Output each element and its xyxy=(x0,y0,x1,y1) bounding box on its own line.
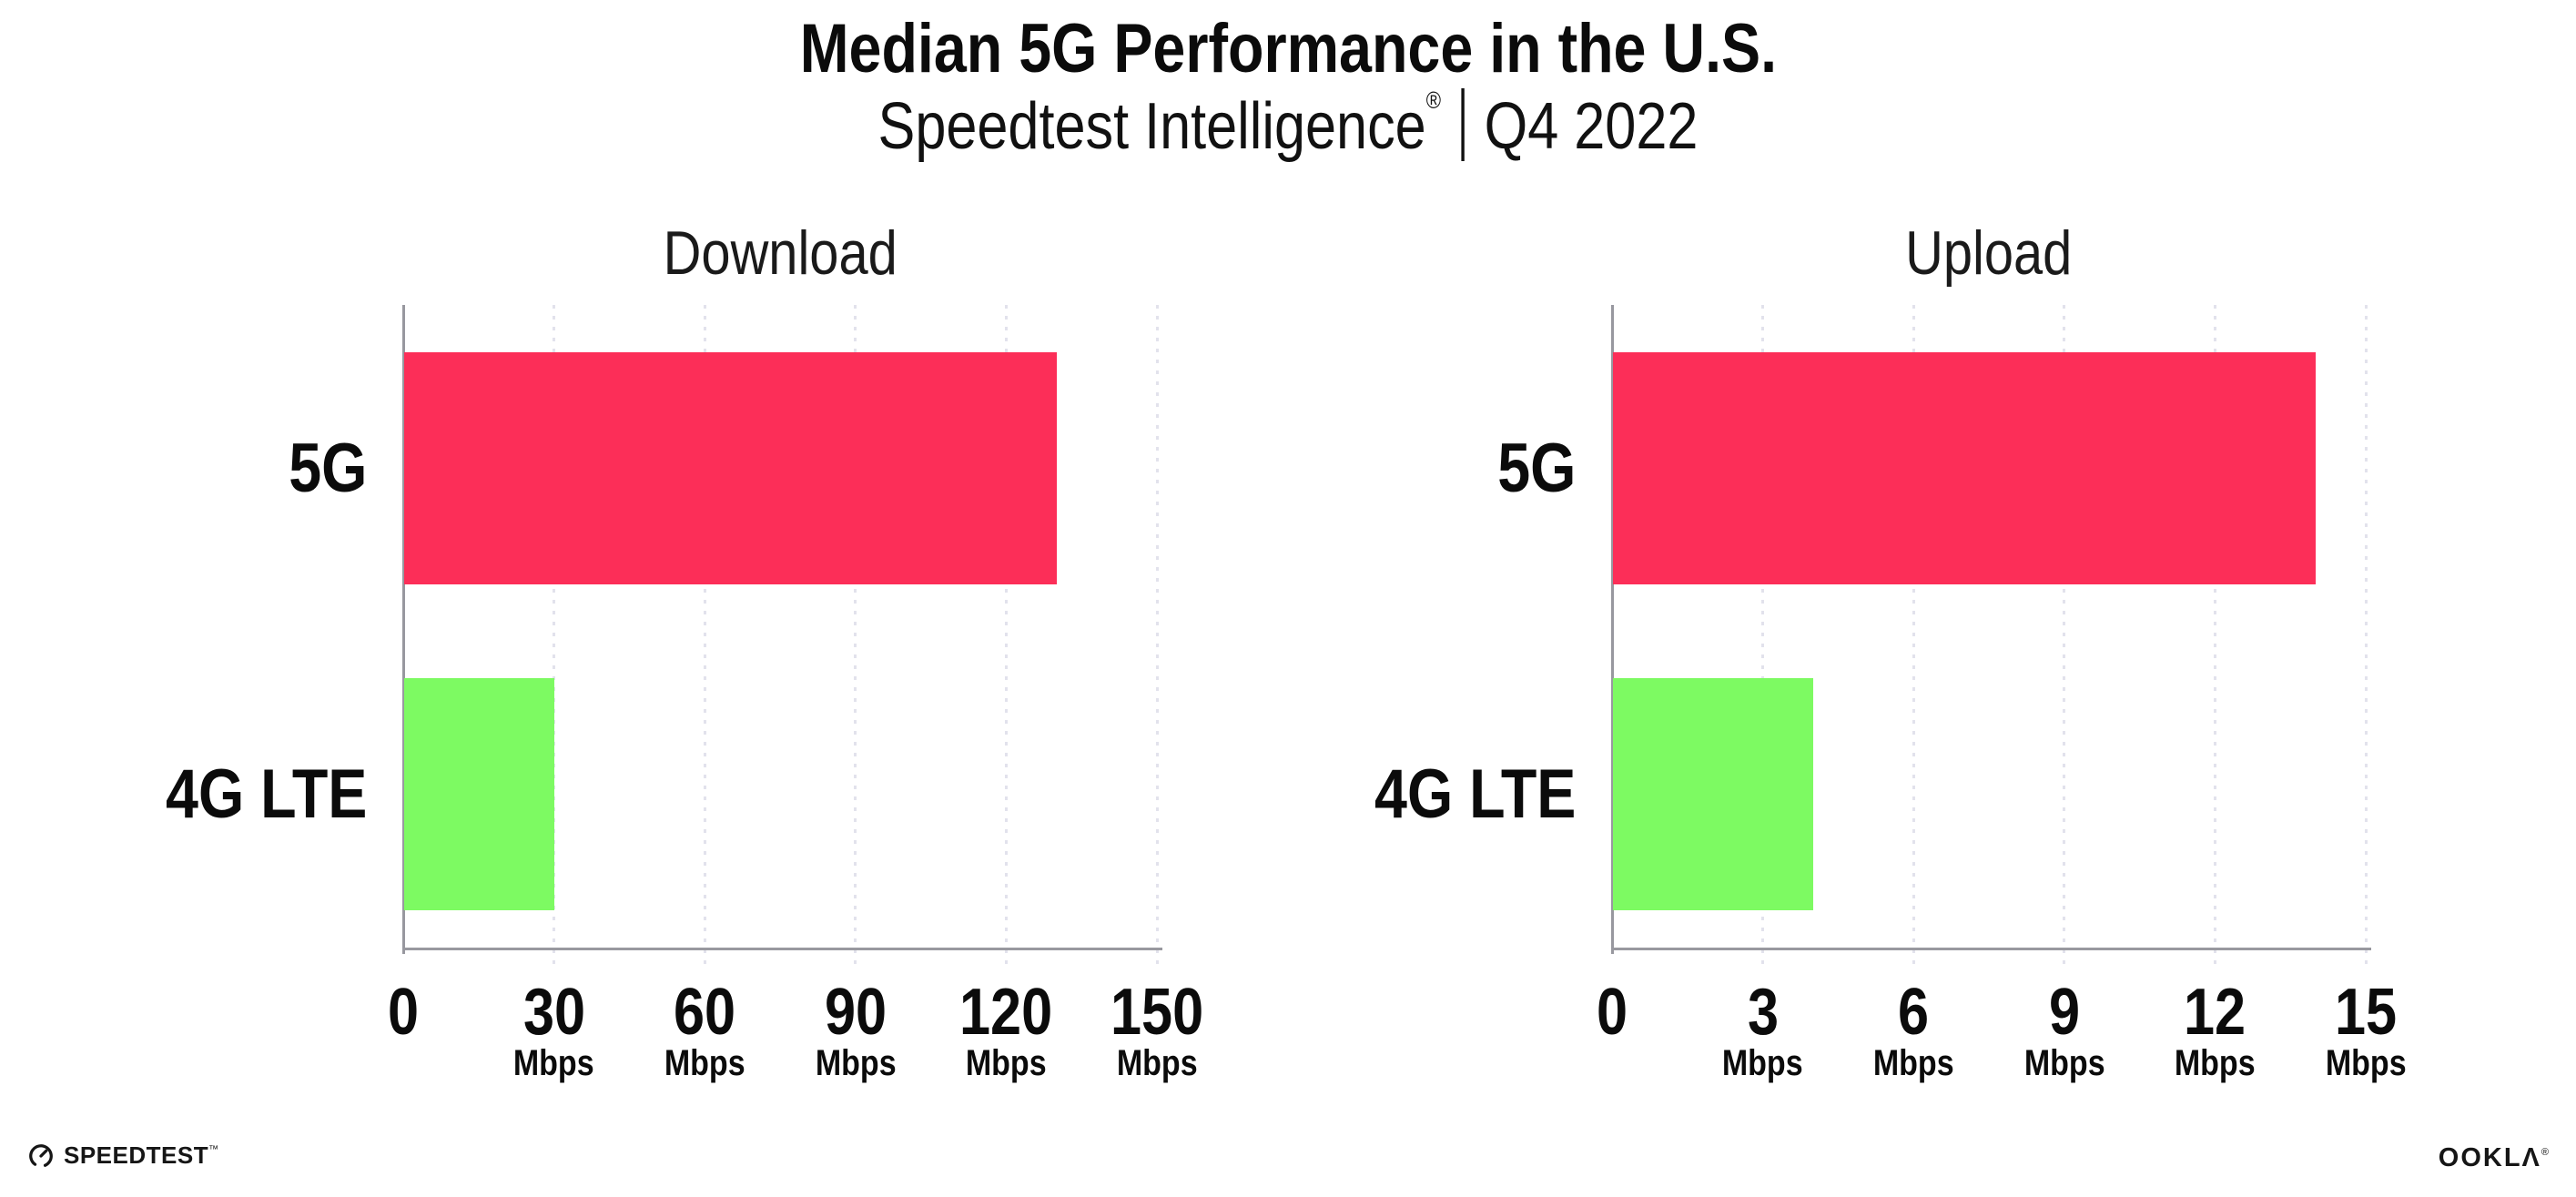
x-tick-value: 15 xyxy=(2334,976,2398,1049)
x-tick-unit-label: Mbps xyxy=(2078,1045,2351,1081)
x-axis-line xyxy=(401,947,1162,950)
x-tick-label: 30 xyxy=(418,979,691,1045)
chart-title-text: Upload xyxy=(1905,218,2073,288)
chart-title-text: Download xyxy=(663,218,898,288)
x-tick-unit-text: Mbps xyxy=(966,1043,1047,1083)
x-tick-unit-label: Mbps xyxy=(2229,1045,2502,1081)
gridline xyxy=(703,305,706,970)
category-label: 4G LTE xyxy=(1212,755,1576,833)
speedtest-wordmark: SPEEDTEST™ xyxy=(64,1141,219,1170)
x-tick-label: 9 xyxy=(1928,979,2201,1045)
x-tick-unit-text: Mbps xyxy=(1722,1043,1803,1083)
x-tick-label: 3 xyxy=(1627,979,1900,1045)
x-tick-label: 15 xyxy=(2229,979,2502,1045)
bar-4g-lte xyxy=(1613,678,1813,910)
speedtest-gauge-icon xyxy=(29,1143,53,1168)
page-subtitle-text: Speedtest Intelligence® Q4 2022 xyxy=(878,87,1699,163)
gridline xyxy=(2063,305,2066,970)
x-tick-unit-label: Mbps xyxy=(1928,1045,2201,1081)
ookla-wordmark: OOKLΛ xyxy=(2438,1143,2541,1172)
x-axis-line xyxy=(1610,947,2371,950)
x-tick-unit-text: Mbps xyxy=(815,1043,897,1083)
gridline xyxy=(2364,305,2368,970)
x-tick-value: 0 xyxy=(1596,976,1628,1049)
y-axis-line xyxy=(1610,305,1614,954)
x-tick-unit-label: Mbps xyxy=(719,1045,992,1081)
category-label-text: 4G LTE xyxy=(165,755,367,833)
x-tick-unit-label: Mbps xyxy=(869,1045,1142,1081)
x-tick-unit-label: Mbps xyxy=(568,1045,841,1081)
subtitle-brand: Speedtest Intelligence xyxy=(877,90,1426,163)
bar-5g xyxy=(1613,352,2316,584)
ookla-logo: OOKLΛ® xyxy=(2439,1143,2549,1173)
gridline xyxy=(1155,305,1159,970)
x-tick-value: 0 xyxy=(387,976,420,1049)
x-tick-unit-text: Mbps xyxy=(2175,1043,2256,1083)
x-tick-unit-text: Mbps xyxy=(1872,1043,1954,1083)
category-label: 5G xyxy=(3,429,367,507)
category-label-text: 5G xyxy=(288,429,367,507)
y-axis-line xyxy=(401,305,405,954)
x-tick-value: 30 xyxy=(522,976,585,1049)
x-tick-value: 60 xyxy=(674,976,736,1049)
x-tick-label: 12 xyxy=(2078,979,2351,1045)
x-tick-value: 90 xyxy=(824,976,887,1049)
x-tick-label: 6 xyxy=(1777,979,2050,1045)
x-tick-label: 90 xyxy=(719,979,992,1045)
page-title-text: Median 5G Performance in the U.S. xyxy=(799,10,1777,87)
bar-4g-lte xyxy=(404,678,554,910)
subtitle-period: Q4 2022 xyxy=(1484,90,1699,163)
chart-title: Download xyxy=(403,222,1157,284)
x-tick-value: 120 xyxy=(959,976,1053,1049)
category-label: 4G LTE xyxy=(3,755,367,833)
chart-title: Upload xyxy=(1612,222,2366,284)
page-subtitle: Speedtest Intelligence® Q4 2022 xyxy=(0,87,2576,163)
trademark-icon: ™ xyxy=(208,1144,219,1155)
x-tick-label: 120 xyxy=(869,979,1142,1045)
x-tick-label: 0 xyxy=(267,979,540,1045)
gridline xyxy=(553,305,556,970)
subtitle-divider xyxy=(1461,88,1465,161)
speedtest-logo: SPEEDTEST™ xyxy=(27,1141,219,1170)
x-tick-unit-label: Mbps xyxy=(1777,1045,2050,1081)
x-tick-label: 0 xyxy=(1476,979,1749,1045)
page-title: Median 5G Performance in the U.S. xyxy=(0,11,2576,87)
x-tick-unit-label: Mbps xyxy=(418,1045,691,1081)
speedtest-label: SPEEDTEST xyxy=(64,1141,209,1169)
gridline xyxy=(2213,305,2216,970)
x-tick-value: 3 xyxy=(1747,976,1779,1049)
registered-mark-icon: ® xyxy=(1425,86,1442,114)
gridline xyxy=(854,305,857,970)
x-tick-unit-text: Mbps xyxy=(1116,1043,1198,1083)
gridline xyxy=(1912,305,1915,970)
x-tick-unit-text: Mbps xyxy=(2325,1043,2407,1083)
category-label: 5G xyxy=(1212,429,1576,507)
x-tick-value: 6 xyxy=(1898,976,1930,1049)
x-tick-unit-text: Mbps xyxy=(2023,1043,2105,1083)
gridline xyxy=(1004,305,1008,970)
x-tick-label: 60 xyxy=(568,979,841,1045)
x-tick-unit-text: Mbps xyxy=(664,1043,745,1083)
x-tick-unit-label: Mbps xyxy=(1020,1045,1293,1081)
x-tick-unit-text: Mbps xyxy=(513,1043,594,1083)
x-tick-value: 9 xyxy=(2048,976,2080,1049)
registered-mark-icon: ® xyxy=(2541,1147,2549,1158)
x-tick-value: 150 xyxy=(1110,976,1204,1049)
x-tick-unit-label: Mbps xyxy=(1627,1045,1900,1081)
x-tick-value: 12 xyxy=(2184,976,2246,1049)
x-tick-label: 150 xyxy=(1020,979,1293,1045)
gridline xyxy=(1761,305,1765,970)
category-label-text: 5G xyxy=(1496,429,1576,507)
bar-5g xyxy=(404,352,1057,584)
category-label-text: 4G LTE xyxy=(1374,755,1576,833)
